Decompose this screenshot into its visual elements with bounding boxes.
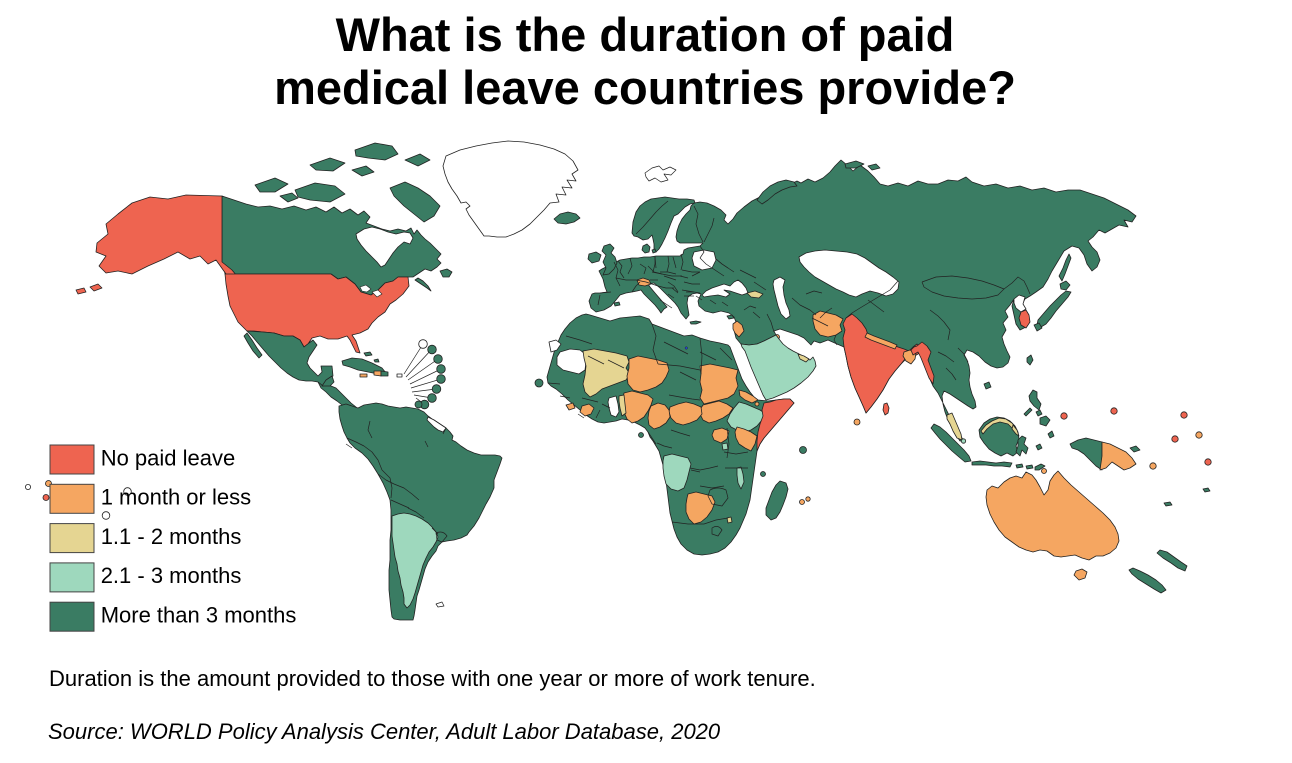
svg-text:2.1 - 3 months: 2.1 - 3 months xyxy=(101,563,242,588)
svg-text:1.1 - 2 months: 1.1 - 2 months xyxy=(101,524,242,549)
svg-text:No paid leave: No paid leave xyxy=(101,445,236,470)
svg-text:1 month or less: 1 month or less xyxy=(101,485,251,510)
svg-text:More than 3 months: More than 3 months xyxy=(101,603,297,628)
